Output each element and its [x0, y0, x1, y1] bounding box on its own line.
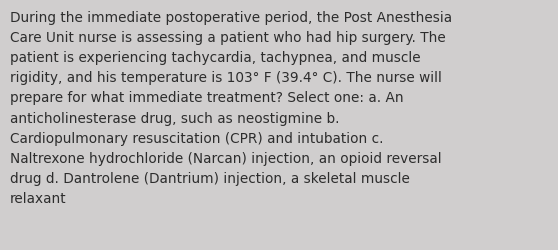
Text: During the immediate postoperative period, the Post Anesthesia
Care Unit nurse i: During the immediate postoperative perio… [10, 11, 452, 205]
